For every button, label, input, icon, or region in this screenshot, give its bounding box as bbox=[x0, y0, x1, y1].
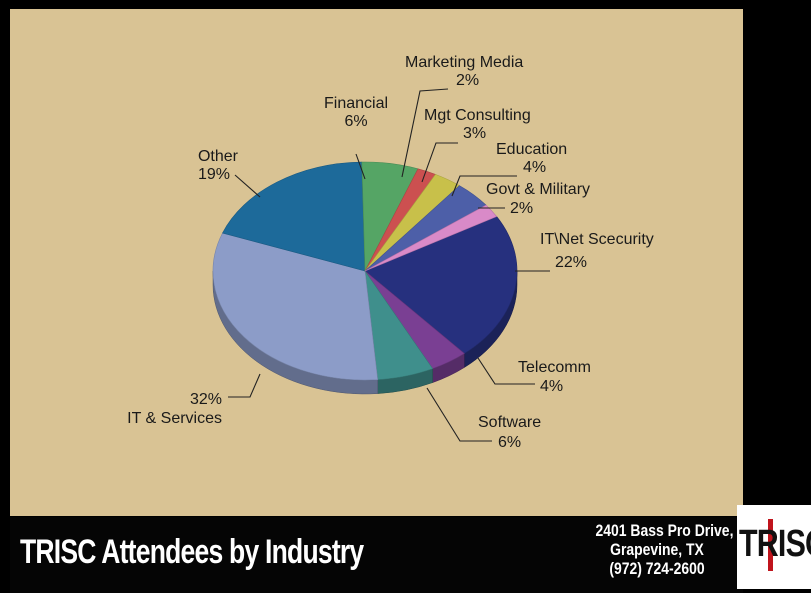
label-other: Other bbox=[198, 148, 239, 165]
value-label-marketing-media: 2% bbox=[456, 72, 479, 89]
leader-line-other bbox=[234, 174, 261, 198]
value-label-education: 4% bbox=[523, 159, 546, 176]
value-label-it-services: 32% bbox=[190, 391, 222, 408]
leader-line-mgt-consulting bbox=[421, 142, 458, 183]
phone-number: (972) 724-2600 bbox=[609, 559, 705, 578]
label-it-services: IT & Services bbox=[127, 410, 222, 427]
address-line1: 2401 Bass Pro Drive, bbox=[595, 521, 734, 540]
value-label-mgt-consulting: 3% bbox=[463, 125, 486, 142]
label-govt-military: Govt & Military bbox=[486, 181, 590, 198]
value-label-telecomm: 4% bbox=[540, 378, 563, 395]
address-line2: Grapevine, TX bbox=[610, 540, 704, 559]
trisc-logo: TRISC bbox=[737, 505, 811, 589]
label-it-net-scecurity: IT\Net Scecurity bbox=[540, 231, 654, 248]
value-label-it-net-scecurity: 22% bbox=[555, 254, 587, 271]
leader-line-telecomm bbox=[477, 357, 535, 385]
logo-text: TRISC bbox=[739, 523, 811, 565]
label-education: Education bbox=[496, 141, 567, 158]
label-financial: Financial bbox=[324, 95, 388, 112]
label-mgt-consulting: Mgt Consulting bbox=[424, 107, 531, 124]
footer-bar: TRISC Attendees by Industry 2401 Bass Pr… bbox=[10, 517, 743, 593]
value-label-govt-military: 2% bbox=[510, 200, 533, 217]
label-marketing-media: Marketing Media bbox=[405, 54, 523, 71]
pie-labels: IT\Net Scecurity 22% Telecomm 4% Software 6% I… bbox=[127, 54, 654, 451]
pie-slices bbox=[212, 161, 518, 381]
leader-line-it-services bbox=[228, 373, 261, 398]
leader-line-education bbox=[451, 175, 517, 197]
leader-line-marketing-media bbox=[401, 88, 449, 178]
pie-sides bbox=[212, 270, 518, 395]
label-telecomm: Telecomm bbox=[518, 359, 591, 376]
value-label-financial: 6% bbox=[344, 113, 367, 130]
label-software: Software bbox=[478, 414, 541, 431]
leader-line-software bbox=[426, 387, 492, 442]
right-strip bbox=[745, 9, 811, 516]
value-label-software: 6% bbox=[498, 434, 521, 451]
pie-chart: IT\Net Scecurity 22% Telecomm 4% Software 6% I… bbox=[127, 54, 654, 451]
logo-red-bar bbox=[768, 519, 773, 571]
chart-panel: IT\Net Scecurity 22% Telecomm 4% Software 6% I… bbox=[10, 9, 743, 516]
pie-slice-it-net-scecurity bbox=[364, 216, 518, 354]
leader-line-financial bbox=[355, 153, 366, 180]
pie-slice-other bbox=[222, 161, 366, 272]
value-label-other: 19% bbox=[198, 166, 230, 183]
chart-title: TRISC Attendees by Industry bbox=[20, 533, 364, 571]
pie-slice-it-services bbox=[212, 232, 379, 381]
address-block: 2401 Bass Pro Drive, Grapevine, TX (972)… bbox=[595, 521, 734, 578]
pie-slice-govt-military bbox=[364, 204, 498, 272]
